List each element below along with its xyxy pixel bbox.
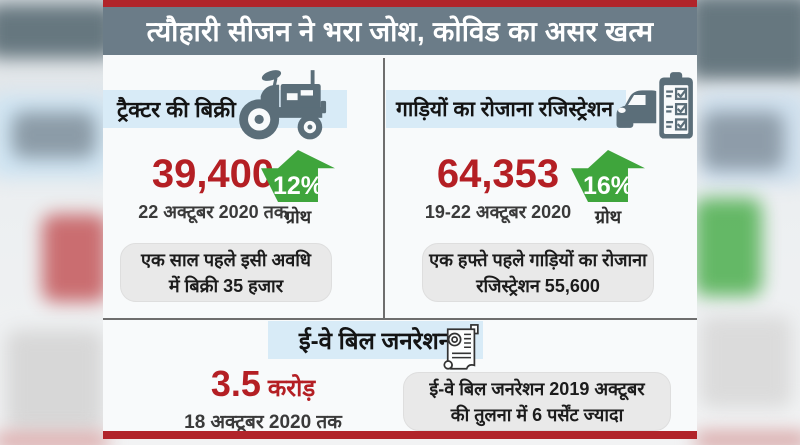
- tractor-note-line1: एक साल पहले इसी अवधि: [141, 249, 311, 270]
- registration-note-line2: रजिस्ट्रेशन 55,600: [476, 275, 600, 296]
- tractor-value: 39,400: [151, 152, 275, 196]
- blur-blob: [700, 316, 792, 408]
- infographic-panel: त्यौहारी सीजन ने भरा जोश, कोविड का असर ख…: [103, 0, 697, 439]
- registration-value: 64,353: [436, 152, 560, 196]
- blur-blob: [6, 330, 104, 432]
- eway-period: 18 अक्टूबर 2020 तक: [184, 412, 342, 433]
- bottom-red-strip: [103, 431, 697, 439]
- blur-blob: [688, 0, 800, 80]
- tractor-growth-value: 12%: [272, 172, 324, 200]
- blur-blob: [694, 432, 800, 445]
- eway-section-title: ई-वे बिल जनरेशन: [298, 327, 453, 355]
- eway-value: 3.5: [210, 363, 261, 404]
- registration-growth-label: ग्रोथ: [594, 207, 622, 227]
- registration-period: 19-22 अक्टूबर 2020: [424, 202, 572, 222]
- eway-note-line1: ई-वे बिल जनरेशन 2019 अक्टूबर: [429, 378, 645, 399]
- blur-blob: [694, 198, 762, 296]
- registration-section-title: गाड़ियों का रोजाना रजिस्ट्रेशन: [396, 98, 614, 121]
- blur-blob: [0, 4, 116, 58]
- page-title: त्यौहारी सीजन ने भरा जोश, कोविड का असर ख…: [146, 16, 654, 47]
- registration-note-line1: एक हफ्ते पहले गाड़ियों का रोजाना: [429, 249, 647, 270]
- tractor-note: एक साल पहले इसी अवधि में बिक्री 35 हजार: [120, 243, 332, 302]
- registration-growth-value: 16%: [582, 172, 634, 200]
- tractor-section-title: ट्रैक्टर की बिक्री: [117, 97, 236, 122]
- blur-blob: [0, 434, 109, 445]
- blur-blob: [42, 214, 108, 302]
- tractor-icon: [239, 70, 327, 140]
- registration-note: एक हफ्ते पहले गाड़ियों का रोजाना रजिस्ट्…: [422, 243, 654, 302]
- registration-growth: 16% ग्रोथ: [568, 150, 648, 229]
- bill-scroll-icon: [443, 324, 479, 370]
- top-red-strip: [103, 0, 697, 7]
- tractor-note-line2: में बिक्री 35 हजार: [168, 275, 284, 296]
- horizontal-divider: [103, 318, 697, 320]
- growth-up-arrow-icon: 12%: [261, 150, 335, 202]
- header: त्यौहारी सीजन ने भरा जोश, कोविड का असर ख…: [103, 7, 697, 55]
- tractor-growth-label: ग्रोथ: [284, 207, 312, 227]
- eway-note: ई-वे बिल जनरेशन 2019 अक्टूबर की तुलना मे…: [403, 372, 671, 431]
- eway-stat: 3.5 करोड़ 18 अक्टूबर 2020 तक: [163, 366, 363, 434]
- eway-note-line2: की तुलना में 6 पर्सेंट ज्यादा: [450, 404, 624, 425]
- eway-value-unit: करोड़: [267, 375, 316, 402]
- blur-blob: [702, 112, 784, 170]
- tractor-growth: 12% ग्रोथ: [258, 150, 338, 229]
- car-checklist-icon: [616, 72, 696, 142]
- registration-title-band: गाड़ियों का रोजाना रजिस्ट्रेशन: [386, 90, 626, 128]
- vertical-divider: [383, 58, 385, 318]
- blur-blob: [12, 112, 96, 158]
- tractor-period: 22 अक्टूबर 2020 तक: [138, 202, 288, 222]
- growth-up-arrow-icon: 16%: [571, 150, 645, 202]
- tractor-stat: 39,400 22 अक्टूबर 2020 तक: [113, 153, 313, 224]
- registration-stat: 64,353 19-22 अक्टूबर 2020: [403, 153, 593, 224]
